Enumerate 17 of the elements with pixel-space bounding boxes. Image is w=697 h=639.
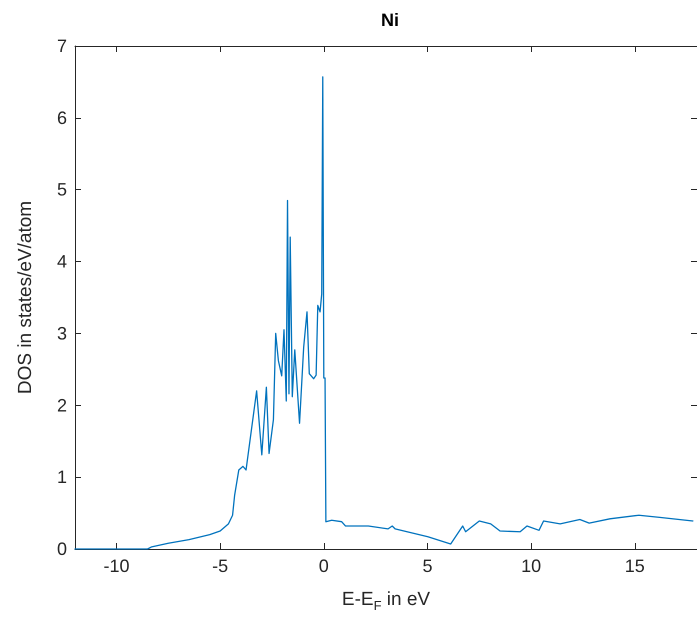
y-tick-label: 6 bbox=[56, 108, 67, 128]
y-tick-label: 2 bbox=[56, 395, 67, 416]
y-tick-label: 4 bbox=[56, 252, 67, 272]
y-tick-label: 7 bbox=[56, 36, 67, 56]
x-tick-label: -5 bbox=[212, 556, 228, 576]
x-tick-label: 0 bbox=[318, 556, 329, 576]
chart-title: Ni bbox=[381, 10, 399, 30]
line-series bbox=[74, 76, 694, 550]
y-axis-title: DOS in states/eV/atom bbox=[15, 200, 36, 394]
y-tick-label: 1 bbox=[56, 467, 67, 488]
x-tick-label: 10 bbox=[521, 556, 542, 576]
y-tick-label: 0 bbox=[56, 539, 67, 559]
x-tick-label: -10 bbox=[103, 556, 130, 576]
y-tick-label: 5 bbox=[56, 180, 67, 200]
x-tick-label: 5 bbox=[422, 556, 432, 576]
x-tick-label: 15 bbox=[624, 556, 645, 576]
y-tick-label: 3 bbox=[56, 323, 67, 344]
